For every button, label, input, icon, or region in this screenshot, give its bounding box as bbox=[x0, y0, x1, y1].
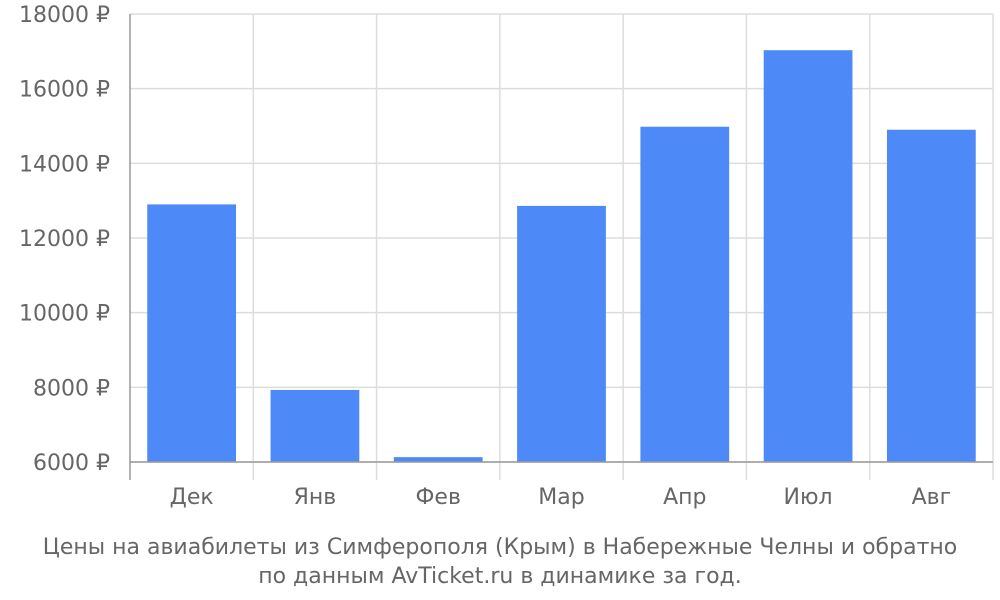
y-axis-tick-labels: 6000 ₽ 8000 ₽ 10000 ₽ 12000 ₽ 14000 ₽ 16000 ₽… bbox=[19, 3, 110, 476]
x-tick-label: Июл bbox=[784, 485, 833, 510]
bar bbox=[763, 50, 853, 463]
x-tick-label: Апр bbox=[663, 485, 706, 510]
y-tick-label: 12000 ₽ bbox=[19, 227, 110, 252]
bars bbox=[147, 50, 976, 463]
y-tick-label: 8000 ₽ bbox=[33, 376, 110, 401]
bar bbox=[640, 126, 730, 462]
axes bbox=[129, 14, 993, 480]
grid-lines bbox=[130, 13, 994, 480]
bar bbox=[886, 129, 976, 462]
y-tick-label: 14000 ₽ bbox=[19, 152, 110, 177]
bar bbox=[270, 389, 360, 462]
y-tick-label: 18000 ₽ bbox=[19, 3, 110, 28]
x-tick-label: Дек bbox=[170, 485, 214, 510]
x-tick-label: Мар bbox=[538, 485, 584, 510]
y-tick-label: 10000 ₽ bbox=[19, 302, 110, 327]
x-axis-tick-labels: Дек Янв Фев Мар Апр Июл Авг bbox=[170, 485, 952, 510]
bar bbox=[393, 457, 483, 462]
chart-caption-line-2: по данным AvTicket.ru в динамике за год. bbox=[258, 564, 742, 589]
bar bbox=[147, 204, 237, 462]
x-tick-label: Янв bbox=[294, 485, 337, 510]
chart-caption-line-1: Цены на авиабилеты из Симферополя (Крым)… bbox=[42, 535, 958, 560]
y-tick-label: 16000 ₽ bbox=[19, 78, 110, 103]
bar bbox=[517, 205, 606, 463]
x-tick-label: Фев bbox=[415, 485, 460, 510]
x-tick-label: Авг bbox=[912, 485, 952, 510]
y-tick-label: 6000 ₽ bbox=[33, 451, 110, 476]
bar-chart: 6000 ₽ 8000 ₽ 10000 ₽ 12000 ₽ 14000 ₽ 16000 ₽… bbox=[19, 3, 994, 510]
